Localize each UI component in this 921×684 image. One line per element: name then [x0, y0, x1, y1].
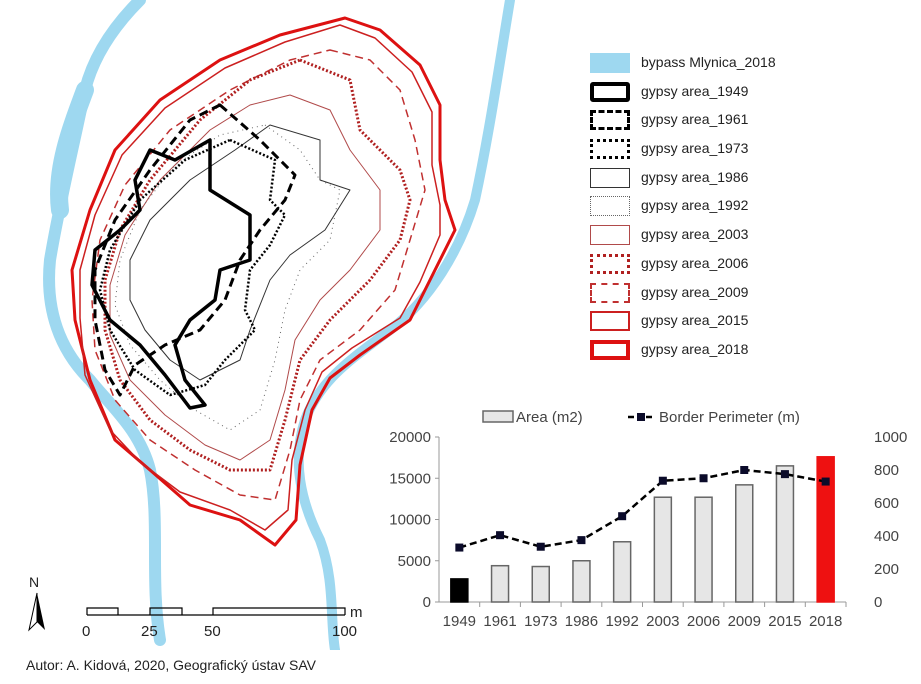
gypsy-area-2018 — [70, 16, 457, 547]
gypsy-area-1949 — [90, 138, 252, 410]
bar-1986 — [572, 560, 591, 603]
scale-label-50: 50 — [204, 623, 221, 640]
y-right-tick-label: 400 — [874, 528, 899, 545]
legend-label: gypsy area_1973 — [641, 140, 749, 157]
legend-swatch — [590, 339, 630, 360]
perimeter-point-2009 — [740, 466, 749, 474]
legend-swatch — [590, 253, 630, 274]
scale-label-100: 100 — [332, 623, 358, 640]
perimeter-point-2018 — [821, 477, 830, 486]
legend-swatch — [590, 53, 630, 73]
x-tick-label: 1949 — [443, 613, 476, 630]
legend-label: gypsy area_1961 — [641, 111, 749, 128]
legend-label: gypsy area_1992 — [641, 197, 749, 214]
gypsy-area-1973 — [98, 138, 287, 397]
y-left-tick-label: 10000 — [389, 512, 431, 529]
x-tick-label: 2009 — [728, 613, 761, 630]
x-tick-label: 2018 — [809, 613, 842, 630]
legend-label: gypsy area_2015 — [641, 312, 749, 329]
perimeter-point-2015 — [780, 470, 789, 479]
legend-perimeter-marker — [637, 413, 645, 421]
y-left-tick-label: 0 — [423, 594, 431, 611]
scale-bar — [86, 607, 346, 616]
bar-1992 — [612, 541, 632, 603]
x-tick-label: 2003 — [646, 613, 679, 630]
perimeter-point-1992 — [618, 512, 627, 521]
gypsy-area-2015 — [79, 24, 441, 531]
legend-swatch — [590, 167, 630, 188]
legend-swatch — [590, 81, 630, 102]
legend-label: gypsy area_2009 — [641, 283, 749, 300]
perimeter-point-2003 — [658, 476, 667, 485]
perimeter-point-1986 — [577, 536, 586, 545]
north-label: N — [29, 574, 40, 590]
legend-area-swatch — [482, 410, 514, 423]
gypsy-area-2003 — [109, 94, 381, 461]
x-tick-label: 1986 — [565, 613, 598, 630]
perimeter-point-1973 — [536, 542, 545, 551]
y-right-tick-label: 0 — [874, 594, 882, 611]
perimeter-point-1949 — [455, 543, 464, 552]
scale-label-0: 0 — [82, 623, 91, 640]
bar-1949 — [450, 578, 469, 603]
gypsy-area-2009 — [91, 49, 426, 501]
legend-swatch — [590, 225, 630, 246]
bar-2003 — [653, 496, 673, 603]
gypsy-area-1986 — [129, 124, 351, 381]
legend-swatch — [590, 311, 630, 332]
scale-label-25: 25 — [141, 623, 158, 640]
x-tick-label: 2015 — [768, 613, 801, 630]
north-arrow-icon — [28, 592, 45, 632]
bar-1973 — [531, 565, 550, 603]
legend-perimeter-label: Border Perimeter (m) — [659, 409, 800, 426]
author-credit: Autor: A. Kidová, 2020, Geografický ústa… — [26, 657, 317, 673]
y-right-tick-label: 600 — [874, 495, 899, 512]
x-tick-label: 1973 — [524, 613, 557, 630]
legend-label: bypass Mlynica_2018 — [641, 54, 776, 70]
perimeter-point-2006 — [699, 474, 708, 483]
legend-swatch — [590, 282, 630, 303]
y-right-tick-label: 800 — [874, 462, 899, 479]
legend-swatch — [590, 110, 630, 131]
legend-swatch — [590, 139, 630, 160]
bar-2018 — [816, 456, 835, 603]
legend-label: gypsy area_2018 — [641, 340, 749, 357]
map — [28, 0, 515, 650]
x-tick-label: 1961 — [483, 613, 516, 630]
y-right-tick-label: 200 — [874, 561, 899, 578]
legend-label: gypsy area_2003 — [641, 226, 749, 243]
legend-label: gypsy area_1986 — [641, 168, 749, 185]
y-right-tick-label: 1000 — [874, 429, 907, 446]
legend-swatch — [590, 196, 630, 217]
bar-2009 — [735, 484, 754, 603]
scale-unit: m — [350, 604, 363, 621]
y-left-tick-label: 15000 — [389, 470, 431, 487]
river-mlynica — [43, 0, 515, 650]
bar-1961 — [490, 564, 510, 603]
bar-2015 — [775, 465, 795, 603]
perimeter-point-1961 — [496, 531, 505, 540]
y-left-tick-label: 5000 — [398, 553, 431, 570]
x-tick-label: 2006 — [687, 613, 720, 630]
legend-area-label: Area (m2) — [516, 409, 583, 426]
y-left-tick-label: 20000 — [389, 429, 431, 446]
legend-label: gypsy area_1949 — [641, 82, 749, 99]
perimeter-line — [458, 468, 826, 549]
x-tick-label: 1992 — [605, 613, 638, 630]
gypsy-area-2006 — [103, 58, 412, 472]
bar-2006 — [694, 496, 713, 603]
area-perimeter-chart: 0 5000 10000 15000 20000 0 200 400 600 800 1000 194… — [389, 409, 907, 630]
legend-label: gypsy area_2006 — [641, 254, 749, 271]
